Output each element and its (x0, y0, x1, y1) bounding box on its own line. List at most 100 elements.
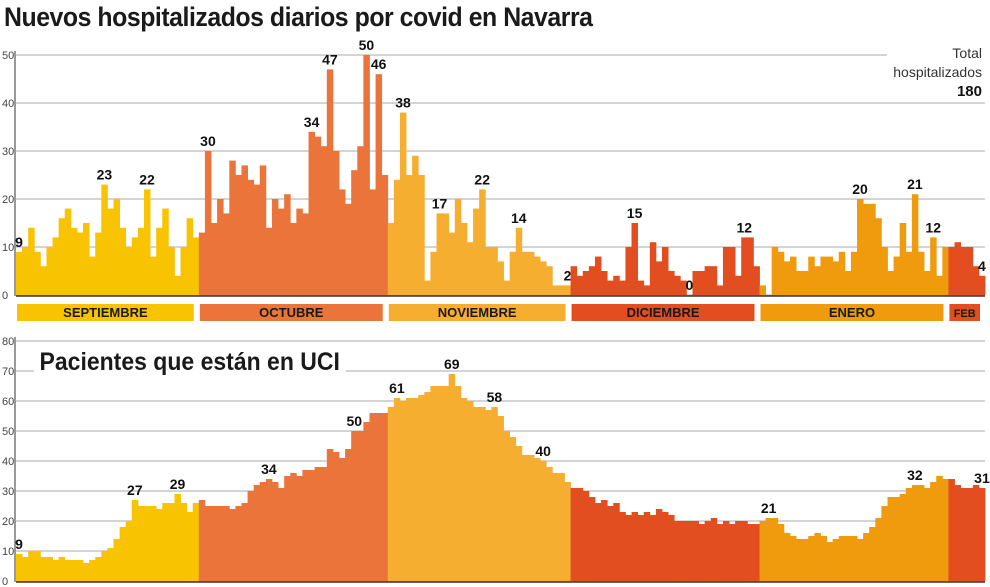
bar (381, 413, 389, 581)
bar (789, 536, 797, 581)
month-band-noviembre (388, 304, 566, 321)
month-label: ENERO (829, 305, 875, 320)
bar (582, 491, 590, 581)
y-tick-label: 70 (2, 366, 14, 378)
bar (698, 524, 706, 581)
bar (296, 476, 303, 581)
data-label: 27 (127, 482, 143, 498)
bar (978, 488, 986, 581)
bar (838, 251, 846, 295)
bar (64, 560, 72, 581)
bar (16, 251, 23, 295)
bar (217, 199, 224, 295)
bar (70, 560, 78, 581)
bar (802, 539, 809, 581)
bar (558, 473, 565, 581)
data-label: 50 (346, 413, 362, 429)
bar (46, 557, 53, 581)
bar (680, 521, 687, 581)
bar (869, 203, 876, 295)
bar (198, 232, 206, 295)
bar (363, 55, 370, 295)
bar (101, 184, 108, 295)
bar (893, 256, 901, 295)
data-label: 17 (432, 195, 448, 211)
bar (412, 155, 419, 295)
bar (339, 458, 346, 581)
bar (290, 223, 297, 295)
bar (143, 189, 151, 295)
y-tick-label: 10 (2, 546, 14, 558)
bar (710, 518, 718, 581)
month-label: SEPTIEMBRE (63, 305, 148, 320)
bar (473, 407, 480, 581)
bar (619, 280, 626, 295)
bar (662, 512, 669, 581)
bar (58, 218, 66, 295)
bar (753, 266, 760, 295)
bar (564, 285, 571, 295)
bar (668, 515, 675, 581)
bar (521, 251, 529, 295)
bar (869, 527, 876, 581)
y-tick-label: 80 (2, 336, 14, 348)
bar (625, 247, 632, 295)
bar (271, 482, 279, 581)
data-label: 47 (322, 51, 338, 67)
bar (704, 521, 712, 581)
bar (777, 524, 785, 581)
bar (28, 227, 35, 295)
bar (710, 266, 718, 295)
bar (192, 237, 200, 295)
bar (924, 488, 931, 581)
bar (64, 208, 72, 295)
bar (692, 271, 699, 295)
bar (393, 179, 401, 295)
total-hospitalized: Total hospitalizados 180 (887, 44, 982, 101)
bar (649, 242, 657, 295)
bar (198, 500, 206, 581)
data-label: 22 (474, 171, 490, 187)
bar (460, 398, 468, 581)
bar (168, 247, 175, 295)
y-tick-label: 50 (2, 50, 14, 62)
data-label: 61 (389, 380, 405, 396)
bar (905, 488, 913, 581)
bar (948, 247, 955, 295)
bar (844, 536, 852, 581)
bar (765, 518, 773, 581)
bar (345, 449, 352, 581)
bar (521, 455, 529, 581)
bar (930, 237, 937, 295)
data-label: 9 (15, 234, 23, 250)
bar (814, 533, 821, 581)
bar (527, 455, 535, 581)
bar (716, 524, 724, 581)
bar (668, 271, 675, 295)
bar (89, 560, 96, 581)
bar (570, 488, 578, 581)
data-label: 21 (907, 176, 923, 192)
bar (351, 170, 358, 295)
bar (399, 401, 407, 581)
data-label: 12 (736, 219, 752, 235)
data-label: 50 (359, 37, 375, 53)
bar (265, 479, 273, 581)
bar (722, 247, 730, 295)
data-label: 2 (564, 267, 572, 283)
data-label: 38 (395, 95, 411, 111)
bar (424, 392, 431, 581)
bar (594, 503, 602, 581)
month-label: FEB (954, 308, 976, 320)
bar (235, 175, 242, 295)
bar (631, 223, 639, 295)
bar (698, 271, 706, 295)
bar (857, 199, 864, 295)
bar (302, 213, 309, 295)
bar (783, 533, 791, 581)
bar (783, 261, 791, 295)
bar (491, 247, 498, 295)
bar (954, 485, 962, 581)
bar (735, 275, 742, 295)
